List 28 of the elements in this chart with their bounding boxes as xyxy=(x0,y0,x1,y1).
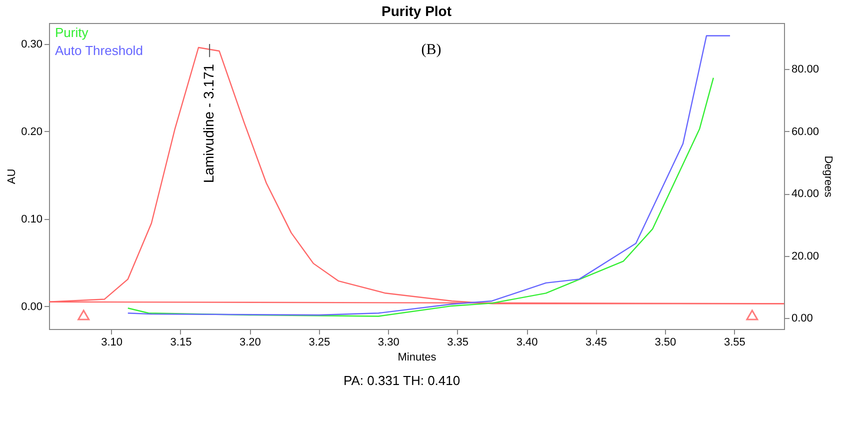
x-tick-label: 3.10 xyxy=(101,336,122,348)
y2-axis-title: Degrees xyxy=(822,156,834,198)
y-tick-label: 0.20 xyxy=(21,126,42,138)
y2-tick-label: 0.00 xyxy=(792,312,813,325)
y-axis-title: AU xyxy=(6,168,18,184)
text: Auto Threshold xyxy=(55,43,143,58)
text: Purity xyxy=(55,25,89,40)
chart-title: Purity Plot xyxy=(381,3,452,19)
annotation: Lamivudine - 3.171 xyxy=(200,64,217,184)
x-tick-label: 3.45 xyxy=(586,336,607,348)
y-tick-label: 0.00 xyxy=(21,300,42,313)
y2-tick-label: 60.00 xyxy=(792,126,820,138)
x-axis-title: Minutes xyxy=(398,352,437,364)
annotation: (B) xyxy=(421,42,442,58)
x-tick-label: 3.25 xyxy=(308,336,330,348)
text: PA: 0.331 TH: 0.410 xyxy=(344,373,460,388)
y-tick-label: 0.10 xyxy=(21,213,42,226)
x-tick-label: 3.50 xyxy=(654,336,676,348)
y2-tick-label: 80.00 xyxy=(792,64,820,76)
x-tick-label: 3.30 xyxy=(378,336,400,348)
x-tick-label: 3.20 xyxy=(239,336,261,348)
x-tick-label: 3.40 xyxy=(516,336,538,348)
x-tick-label: 3.15 xyxy=(170,336,192,348)
y2-tick-label: 40.00 xyxy=(792,188,820,200)
y-tick-label: 0.30 xyxy=(21,38,42,50)
y2-tick-label: 20.00 xyxy=(792,250,820,262)
x-tick-label: 3.55 xyxy=(724,336,746,348)
x-tick-label: 3.35 xyxy=(447,336,469,348)
